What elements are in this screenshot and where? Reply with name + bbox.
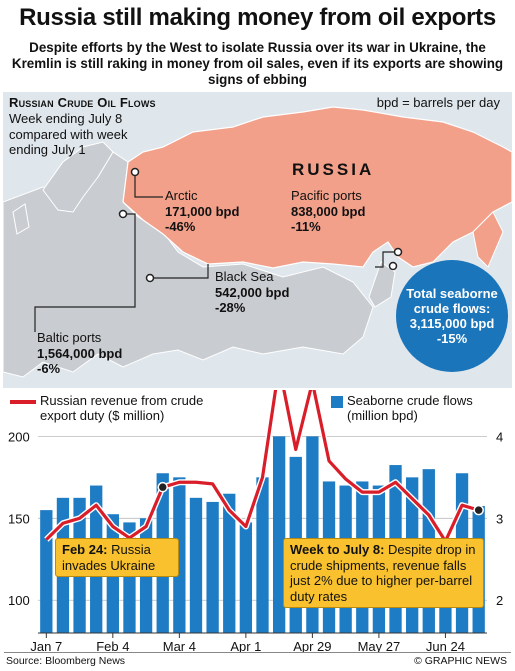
bar: [173, 477, 186, 633]
right-tick-label: 2: [496, 593, 503, 608]
bar: [272, 436, 286, 633]
bar: [206, 501, 219, 633]
line-marker: [473, 504, 484, 516]
units-note: bpd = barrels per day: [376, 95, 500, 110]
credit: © GRAPHIC NEWS: [414, 655, 507, 667]
x-tick-label: Mar 4: [163, 639, 196, 652]
flow-pacific: Pacific ports 838,000 bpd -11%: [291, 188, 366, 234]
map-leader-lines: [34, 172, 398, 332]
page-subtitle: Despite efforts by the West to isolate R…: [11, 40, 504, 87]
kamchatka-land: [472, 211, 504, 268]
bar: [256, 477, 269, 633]
callout-july8: Week to July 8: Despite drop in crude sh…: [283, 538, 484, 608]
line-series: [44, 390, 484, 545]
flow-baltic: Baltic ports 1,564,000 bpd -6%: [37, 330, 123, 376]
x-tick-label: Apr 1: [230, 639, 261, 652]
callout-invasion: Feb 24: Russia invades Ukraine: [55, 538, 179, 577]
flows-revenue-chart: 100 150 200 2 3 4 Jan 7 Feb 4 Mar 4 Apr 1 Apr 29 Ma…: [8, 390, 503, 652]
right-tick-label: 3: [496, 511, 503, 526]
left-tick-label: 150: [8, 511, 30, 526]
revenue-line: [45, 390, 480, 543]
x-tick-label: Jan 7: [30, 639, 62, 652]
left-tick-label: 100: [8, 593, 30, 608]
flow-arctic: Arctic 171,000 bpd -46%: [165, 188, 240, 234]
line-marker: [157, 481, 168, 493]
chart-axes: 100 150 200 2 3 4 Jan 7 Feb 4 Mar 4 Apr 1 Apr 29 Ma…: [8, 429, 503, 652]
x-tick-label: May 27: [358, 639, 401, 652]
bar-legend-swatch: [331, 396, 343, 408]
x-tick-label: Apr 29: [293, 639, 331, 652]
map-note: Week ending July 8 compared with week en…: [9, 111, 128, 157]
bar-legend-label: Seaborne crude flows (million bpd): [347, 393, 473, 423]
map-panel: Russian Crude Oil Flows Week ending July…: [3, 92, 512, 388]
scandinavia-land: [42, 141, 114, 213]
right-tick-label: 4: [496, 429, 503, 444]
uk-land: [12, 203, 30, 235]
bar: [239, 522, 253, 633]
map-title: Russian Crude Oil Flows: [9, 95, 156, 110]
flow-black-sea: Black Sea 542,000 bpd -28%: [215, 269, 290, 315]
bar: [189, 497, 203, 633]
line-legend-swatch: [10, 400, 36, 404]
japan-land: [368, 261, 396, 308]
line-legend-label: Russian revenue from crude export duty (…: [40, 393, 204, 423]
bar: [223, 493, 236, 633]
page-title: Russia still making money from oil expor…: [19, 4, 496, 31]
x-tick-label: Jun 24: [426, 639, 465, 652]
source-note: Source: Bloomberg News: [6, 655, 126, 667]
footer-divider: [4, 652, 511, 653]
port-markers: [118, 167, 403, 283]
total-flows-badge: Total seaborne crude flows: 3,115,000 bp…: [396, 260, 508, 372]
russia-map: [3, 106, 512, 378]
country-label: RUSSIA: [292, 160, 375, 179]
bar: [40, 510, 53, 633]
left-tick-label: 200: [8, 429, 30, 444]
x-tick-label: Feb 4: [96, 639, 129, 652]
